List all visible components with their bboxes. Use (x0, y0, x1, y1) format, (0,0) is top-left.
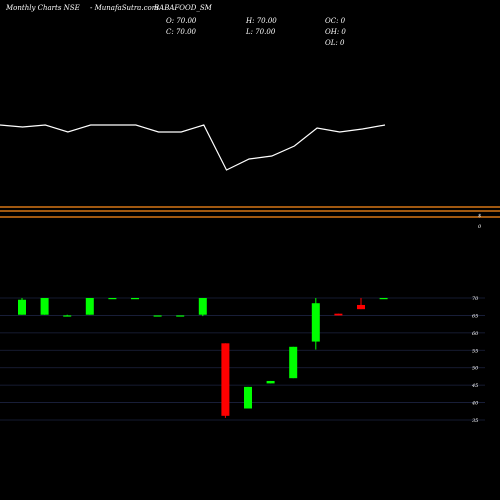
strength-line (0, 124, 386, 171)
candlesticks (18, 298, 388, 418)
y-tick-label: 50 (472, 366, 479, 372)
y-axis-ticks: 35 40 45 50 55 60 65 70 (471, 296, 479, 424)
candle-body (198, 298, 207, 315)
candle (198, 298, 207, 317)
candle-body (244, 386, 252, 409)
open-value: O: 70.00 (166, 17, 197, 25)
candle (153, 315, 162, 317)
candle (108, 298, 117, 300)
candle-body (63, 315, 72, 317)
high-value: H: 70.00 (246, 17, 277, 25)
y-tick-label: 70 (472, 296, 479, 302)
grid-lines (0, 297, 485, 421)
candle (334, 313, 343, 316)
candle-body (85, 298, 94, 315)
candle (40, 298, 49, 315)
candle (85, 298, 94, 315)
candle (131, 298, 139, 300)
candle-body (311, 303, 320, 342)
candle-body (176, 315, 185, 317)
y-tick-label: 35 (472, 418, 478, 424)
candle-body (18, 299, 26, 315)
candle-body (153, 315, 162, 317)
y-tick-label: 60 (472, 331, 479, 337)
candle (221, 343, 230, 418)
candle-body (379, 298, 388, 300)
price-band (0, 206, 500, 218)
close-value: C: 70.00 (166, 28, 196, 36)
low-value: L: 70.00 (246, 28, 276, 36)
symbol-name: BABAFOOD_SM (154, 4, 212, 12)
candle-body (131, 298, 139, 300)
ol-value: OL: 0 (325, 39, 345, 47)
candle (379, 298, 388, 300)
candle-body (289, 346, 298, 379)
site-name: - MunafaSutra.com (90, 4, 159, 12)
chart-title: Monthly Charts NSE (6, 4, 80, 12)
candle-body (266, 380, 275, 384)
candle-body (40, 298, 49, 315)
candle (289, 346, 298, 379)
candle-body (108, 298, 117, 300)
candle (357, 298, 365, 310)
candle (266, 380, 275, 384)
candle (176, 315, 185, 317)
candle-body (357, 304, 365, 310)
candle (311, 298, 320, 350)
dollar-label: $ (478, 213, 481, 219)
y-tick-label: 55 (472, 348, 478, 354)
y-tick-label: 45 (471, 383, 478, 389)
candle (244, 386, 252, 409)
candle-body (334, 313, 343, 316)
oc-value: OC: 0 (325, 17, 346, 25)
candle-body (221, 343, 230, 416)
candle (63, 314, 72, 317)
candle (18, 298, 26, 315)
y-tick-label: 65 (472, 313, 478, 319)
zero-label: 0 (478, 224, 482, 230)
y-tick-label: 40 (471, 401, 479, 407)
oh-value: OH: 0 (325, 28, 346, 36)
